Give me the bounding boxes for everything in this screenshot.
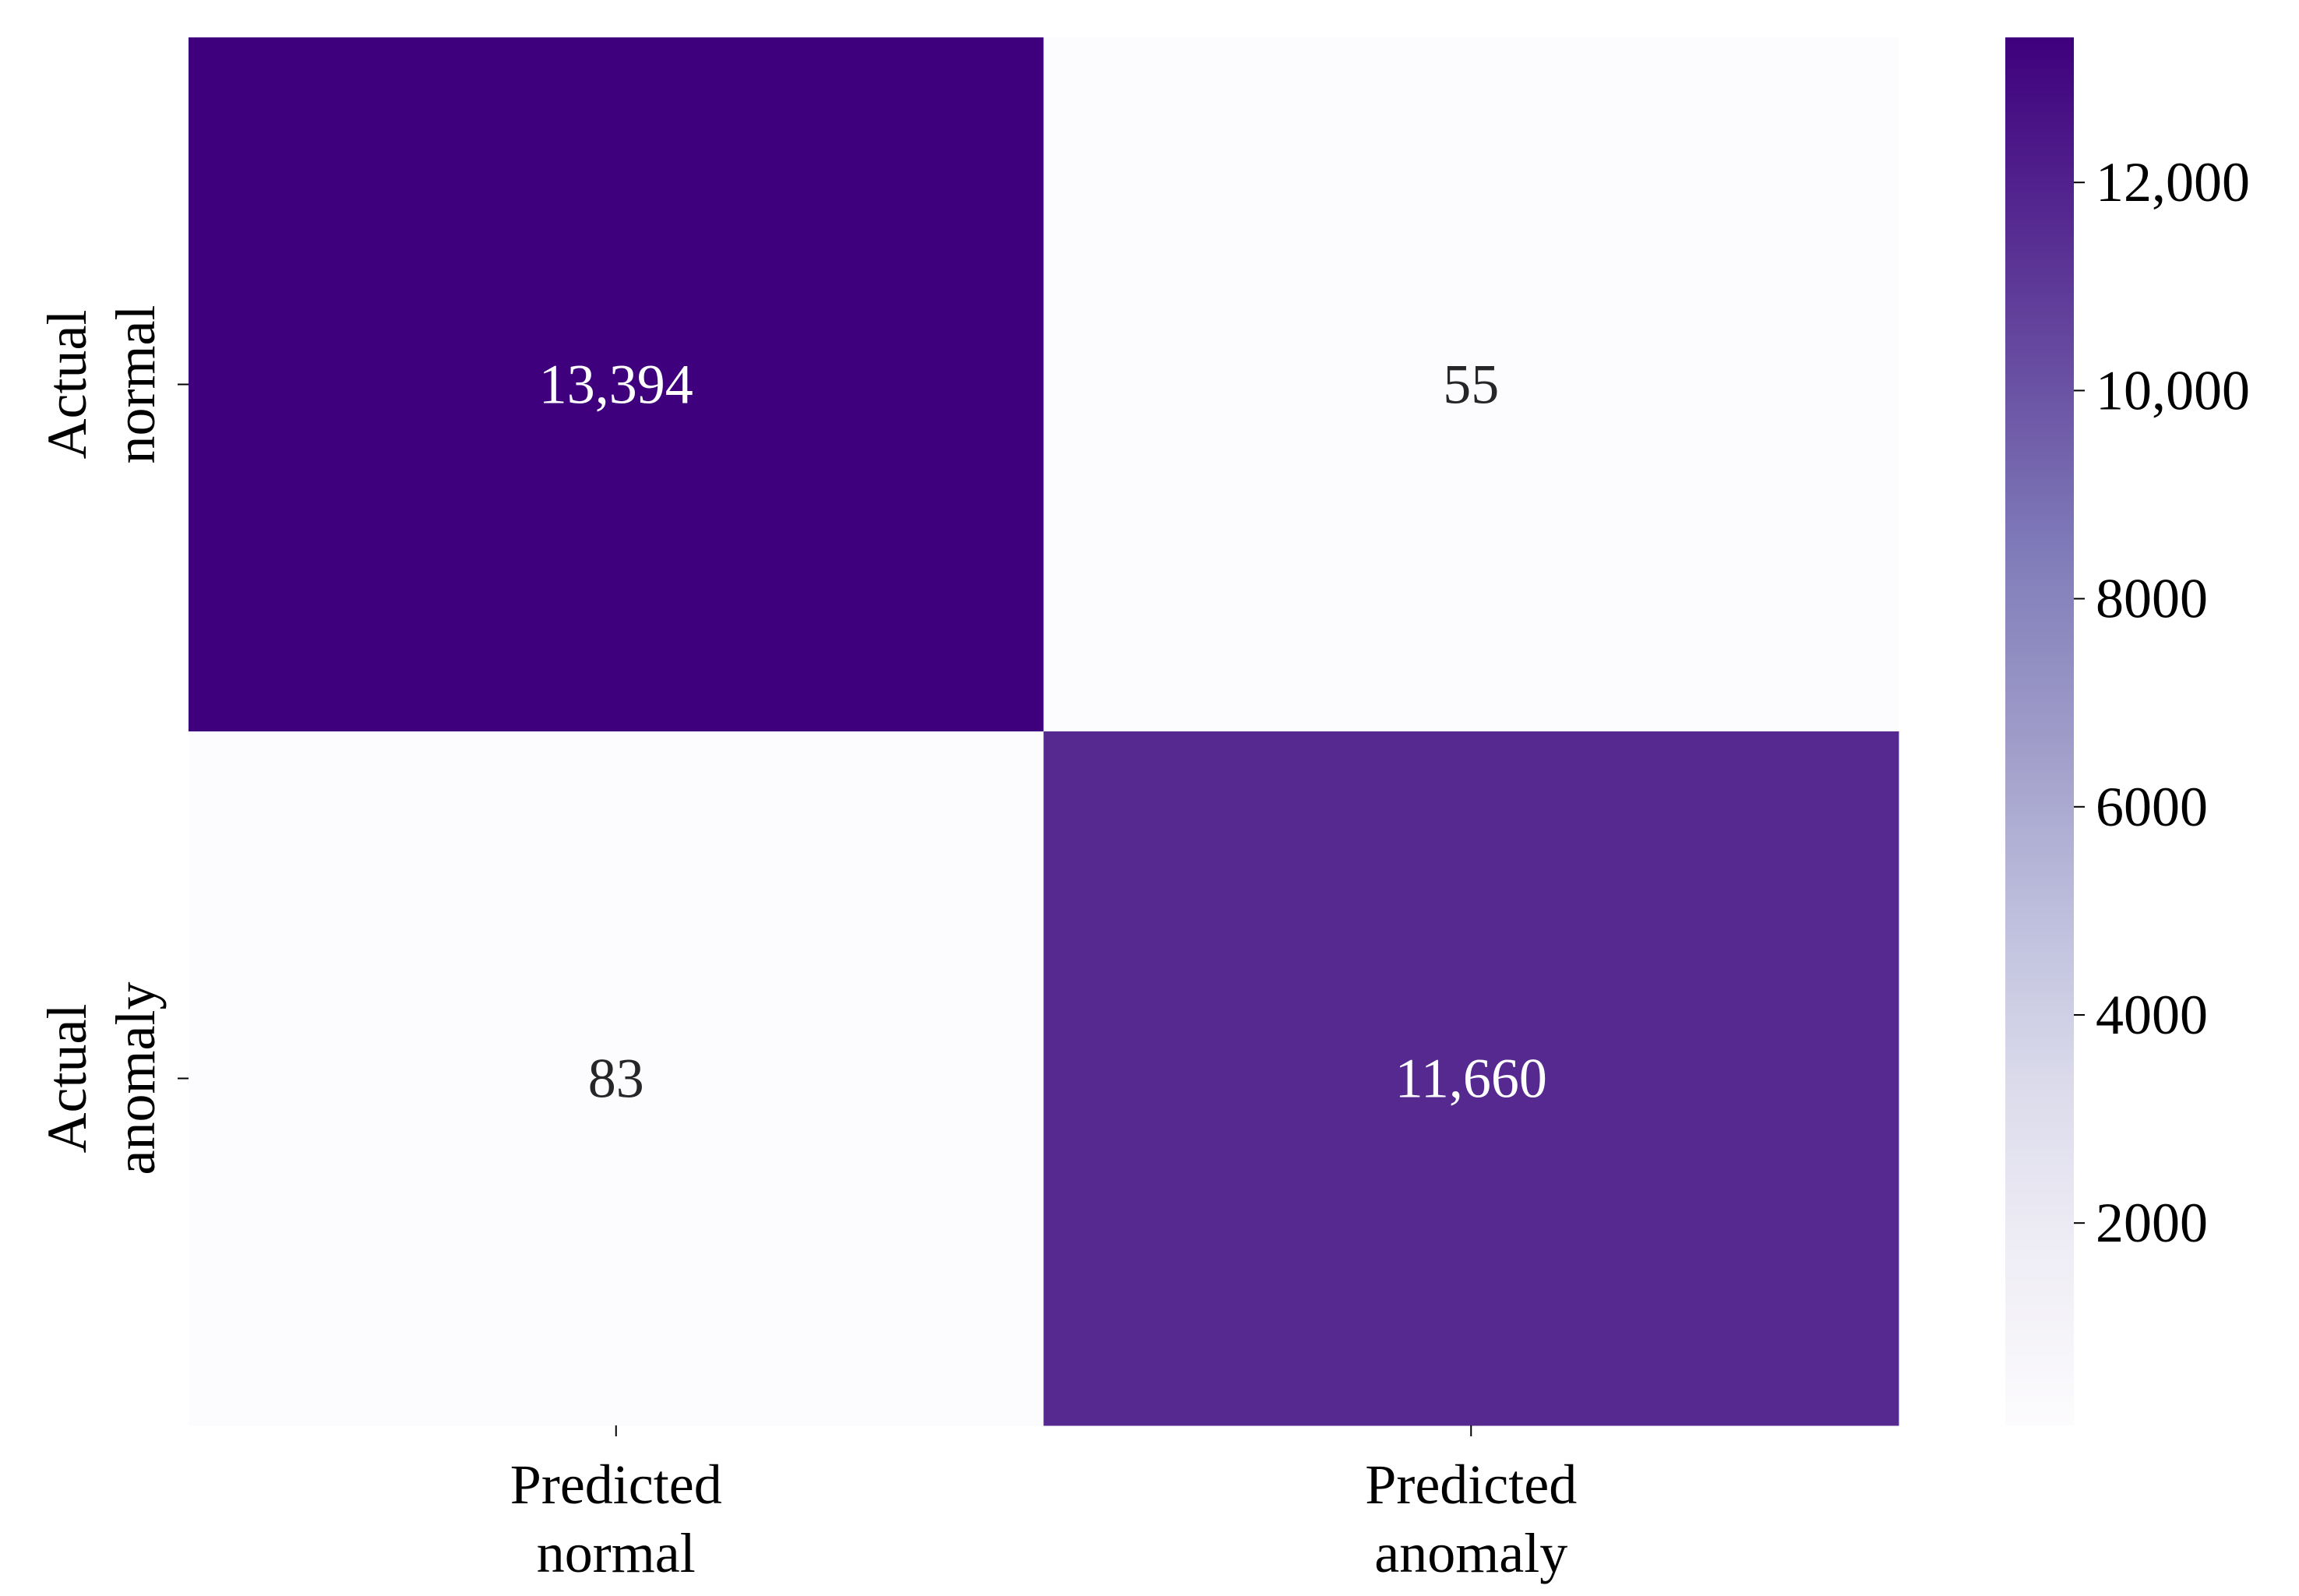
colorbar: 2000 4000 6000 8000 10,000 12,000: [2005, 37, 2250, 1425]
colorbar-tick-label: 12,000: [2096, 151, 2250, 213]
cell-value-label: 83: [588, 1048, 644, 1110]
heatmap-cell-r1-c0: [189, 731, 1044, 1426]
x-tick-label: Predicted anomaly: [1365, 1453, 1577, 1584]
colorbar-tick-label: 2000: [2096, 1192, 2208, 1254]
x-tick-label: Predicted normal: [510, 1453, 722, 1584]
cell-value-label: 11,660: [1395, 1048, 1547, 1110]
cell-value-label: 13,394: [539, 354, 693, 416]
y-tick-label: Actual anomaly: [36, 982, 167, 1175]
colorbar-tick-label: 8000: [2096, 568, 2208, 630]
heatmap-cell-r1-c1: [1043, 731, 1899, 1426]
y-axis: Actual normal Actual anomaly: [36, 305, 189, 1175]
heatmap-cell-r0-c0: [189, 37, 1044, 732]
cell-value-label: 55: [1443, 354, 1499, 416]
colorbar-tick-label: 4000: [2096, 984, 2208, 1046]
y-tick-label: Actual normal: [36, 305, 167, 464]
heatmap-cells: [189, 37, 1899, 1426]
x-axis: Predicted normal Predicted anomaly: [510, 1425, 1577, 1584]
heatmap-annotations: 13,394 55 83 11,660: [539, 354, 1547, 1110]
heatmap-cell-r0-c1: [1043, 37, 1899, 732]
colorbar-gradient: [2005, 37, 2074, 1425]
colorbar-tick-label: 6000: [2096, 776, 2208, 838]
colorbar-tick-label: 10,000: [2096, 359, 2250, 421]
